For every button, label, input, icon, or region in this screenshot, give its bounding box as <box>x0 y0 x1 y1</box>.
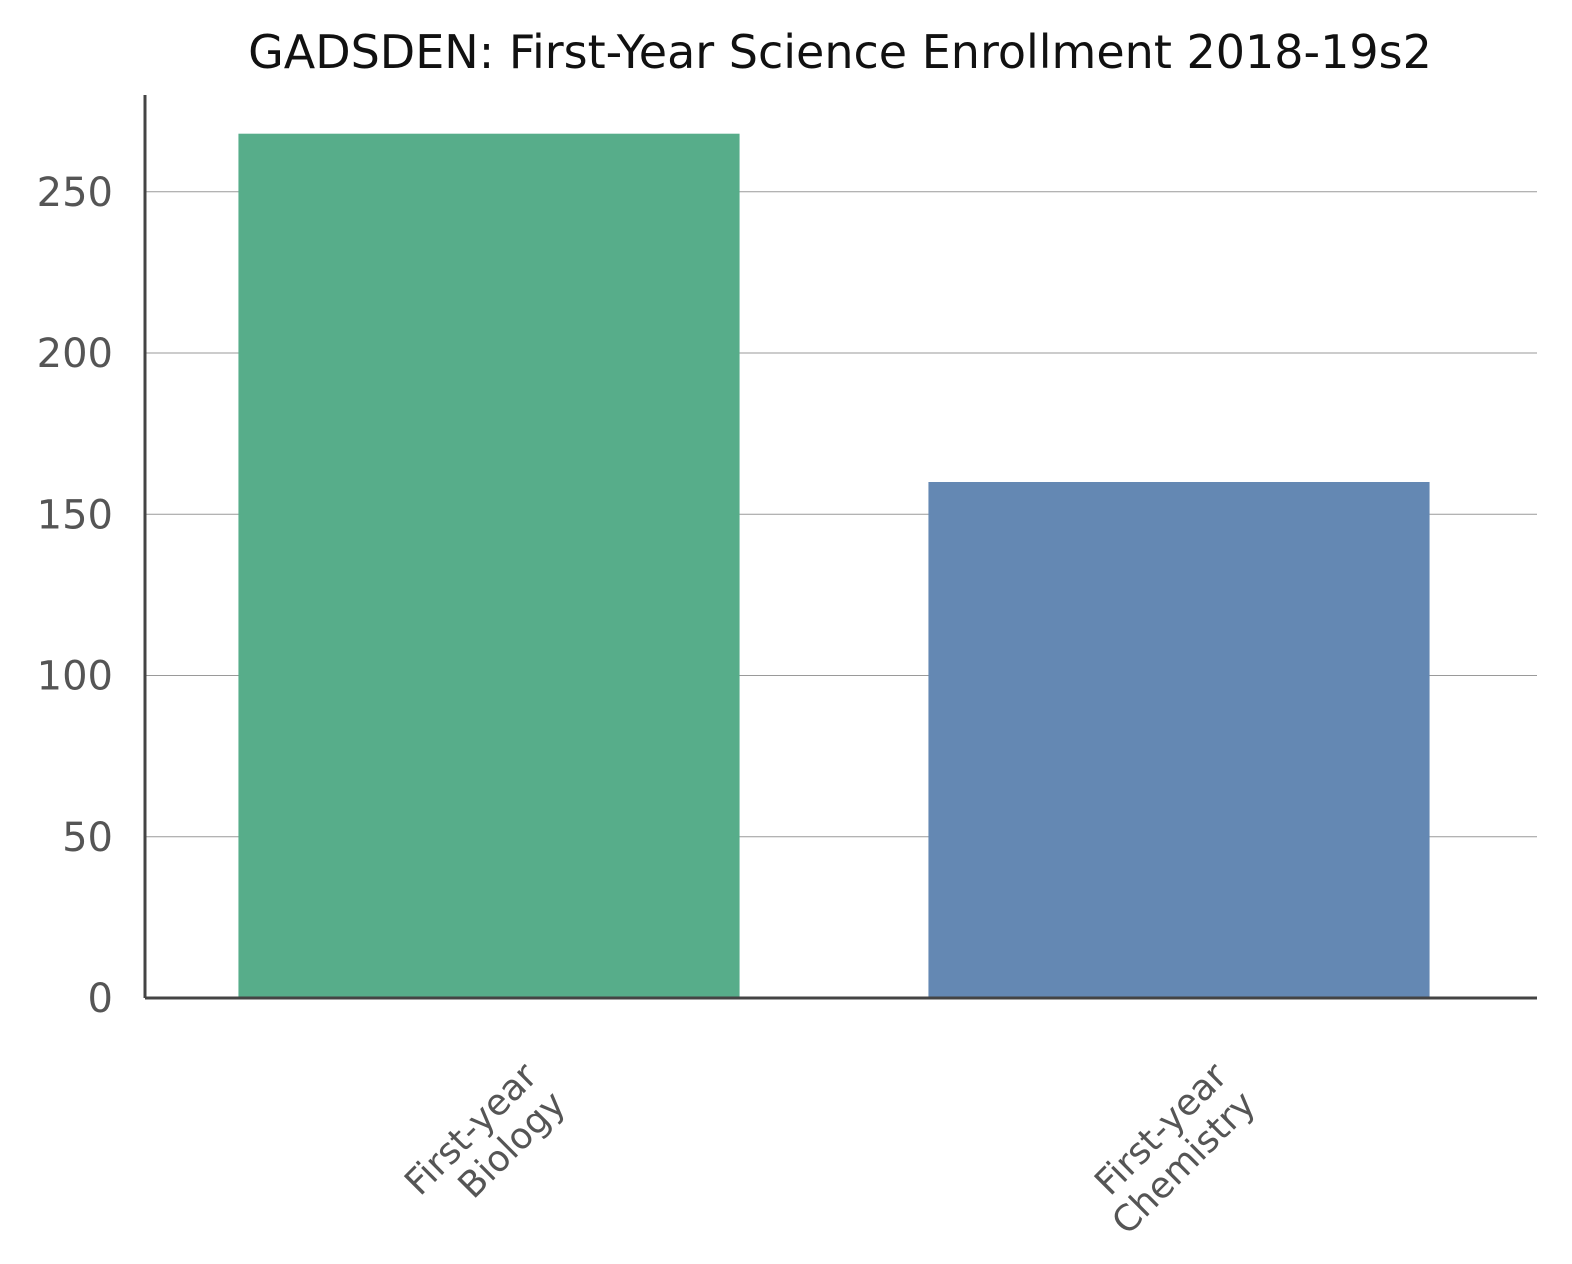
y-tick-label-150: 150 <box>37 492 113 538</box>
y-tick-label-0: 0 <box>88 976 113 1022</box>
axes <box>143 95 1537 1000</box>
y-tick-label-250: 250 <box>37 170 113 216</box>
bar-first-year-chemistry <box>928 482 1430 998</box>
bar-first-year-biology <box>238 133 740 998</box>
y-tick-label-200: 200 <box>37 331 113 377</box>
y-tick-label-50: 50 <box>62 815 113 861</box>
y-tick-label-100: 100 <box>37 654 113 700</box>
y-tick-labels: 0 50 100 150 200 250 <box>37 170 113 1022</box>
chart-title: GADSDEN: First-Year Science Enrollment 2… <box>248 25 1432 79</box>
bars <box>238 133 1430 998</box>
